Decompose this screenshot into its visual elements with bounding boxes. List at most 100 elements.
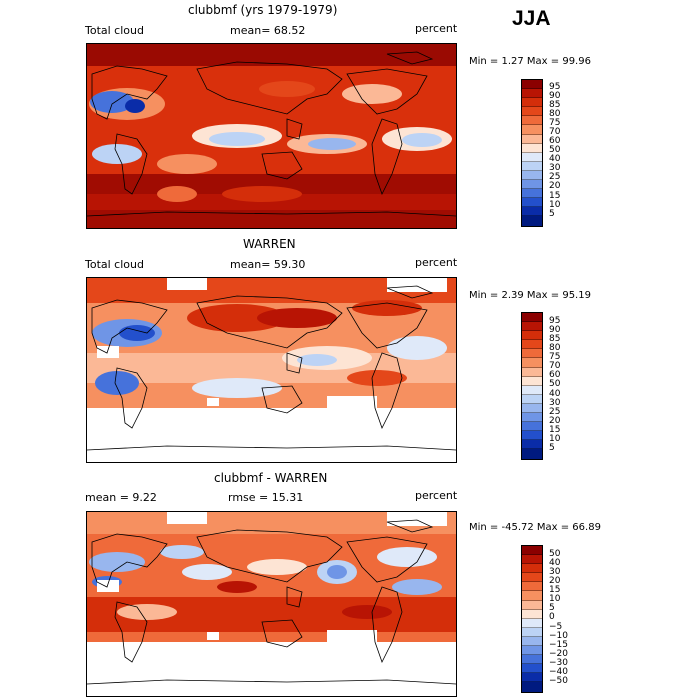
panel-1-colorbar-tick: 70 <box>549 127 561 137</box>
panel-1-colorbar-swatch <box>522 189 542 199</box>
panel-1-colorbar-swatch <box>522 80 542 90</box>
panel-3-difference-map <box>86 511 457 697</box>
panel-1-colorbar-tick: 80 <box>549 109 561 119</box>
panel-1-colorbar-tick: 75 <box>549 118 561 128</box>
panel-3-colorbar-tick: 50 <box>549 549 561 559</box>
panel-1-colorbar-tick: 90 <box>549 91 561 101</box>
panel-2-colorbar-swatch <box>522 403 542 414</box>
panel-3-colorbar-swatch <box>522 646 542 656</box>
panel-2-colorbar-tick: 20 <box>549 416 561 426</box>
panel-2-colorbar-swatch <box>522 413 542 423</box>
panel-2-colorbar-tick: 5 <box>549 443 555 453</box>
panel-1-colorbar-swatch <box>522 134 542 144</box>
panel-3-colorbar-swatch <box>522 673 542 683</box>
panel-1-colorbar-tick: 50 <box>549 145 561 155</box>
panel-1-colorbar-swatch <box>522 216 542 226</box>
panel-2-colorbar-tick: 85 <box>549 334 561 344</box>
panel-1-colorbar-swatch <box>522 207 542 217</box>
panel-3-colorbar-tick: 40 <box>549 558 561 568</box>
panel-1-colorbar-tick: 5 <box>549 209 555 219</box>
panel-1-colorbar-swatch <box>522 161 542 171</box>
panel-1-colorbar <box>521 79 543 227</box>
panel-1-colorbar-swatch <box>522 116 542 126</box>
panel-1-colorbar-swatch <box>522 107 542 117</box>
panel-3-units-label: percent <box>415 489 458 502</box>
panel-3-colorbar-tick: −10 <box>549 631 568 641</box>
panel-2-colorbar-swatch <box>522 358 542 368</box>
panel-2-colorbar-swatch <box>522 394 542 404</box>
panel-2-cloud-map <box>86 277 457 463</box>
panel-3-colorbar-tick: −40 <box>549 667 568 677</box>
panel-1-colorbar-tick: 25 <box>549 172 561 182</box>
panel-1-colorbar-swatch <box>522 180 542 190</box>
panel-1-colorbar-tick: 40 <box>549 154 561 164</box>
panel-1-colorbar-tick: 20 <box>549 181 561 191</box>
panel-3-colorbar-tick: 30 <box>549 567 561 577</box>
panel-3-colorbar-tick: 5 <box>549 603 555 613</box>
panel-2-colorbar-tick: 80 <box>549 343 561 353</box>
panel-3-colorbar-tick: −20 <box>549 649 568 659</box>
panel-3-colorbar-tick: −30 <box>549 658 568 668</box>
panel-2-colorbar-swatch <box>522 449 542 459</box>
panel-3-colorbar-swatch <box>522 655 542 665</box>
panel-1-colorbar-swatch <box>522 89 542 99</box>
panel-1-colorbar-tick: 85 <box>549 100 561 110</box>
panel-1-colorbar-swatch <box>522 125 542 135</box>
panel-1-variable-label: Total cloud <box>85 24 144 37</box>
panel-1-colorbar-tick: 60 <box>549 136 561 146</box>
panel-3-colorbar-swatch <box>522 618 542 628</box>
panel-3-colorbar-tick: −5 <box>549 622 563 632</box>
panel-2-colorbar-tick: 50 <box>549 379 561 389</box>
panel-3-colorbar-tick: −50 <box>549 676 568 686</box>
panel-2-colorbar-swatch <box>522 431 542 441</box>
panel-3-colorbar-swatch <box>522 600 542 610</box>
panel-2-colorbar-swatch <box>522 313 542 323</box>
panel-1-mean-label: mean= 68.52 <box>230 24 306 37</box>
panel-3-colorbar-swatch <box>522 564 542 574</box>
panel-3-title: clubbmf - WARREN <box>214 471 328 485</box>
panel-3-colorbar-swatch <box>522 609 542 619</box>
panel-3-min-max: Min = -45.72 Max = 66.89 <box>469 522 601 533</box>
panel-2-colorbar-tick: 95 <box>549 316 561 326</box>
panel-3-colorbar-swatch <box>522 636 542 647</box>
panel-2-colorbar-swatch <box>522 440 542 450</box>
panel-3-colorbar-swatch <box>522 627 542 637</box>
panel-2-colorbar-swatch <box>522 322 542 332</box>
panel-3-colorbar-swatch <box>522 573 542 583</box>
panel-3-colorbar-tick: 10 <box>549 594 561 604</box>
panel-1-units-label: percent <box>415 22 458 35</box>
panel-3-colorbar-swatch <box>522 591 542 601</box>
panel-3-map-svg <box>87 512 456 696</box>
panel-1-min-max: Min = 1.27 Max = 99.96 <box>469 56 591 67</box>
panel-3-colorbar-tick: 20 <box>549 576 561 586</box>
panel-3-colorbar-tick: −15 <box>549 640 568 650</box>
panel-1-colorbar-swatch <box>522 143 542 153</box>
panel-2-colorbar-swatch <box>522 340 542 350</box>
panel-1-colorbar-swatch <box>522 198 542 208</box>
panel-2-colorbar-tick: 30 <box>549 398 561 408</box>
panel-1-colorbar-swatch <box>522 98 542 108</box>
panel-2-mean-label: mean= 59.30 <box>230 258 306 271</box>
panel-3-colorbar-swatch <box>522 582 542 592</box>
panel-1-cloud-map <box>86 43 457 229</box>
panel-2-colorbar-swatch <box>522 422 542 432</box>
panel-2-colorbar-tick: 10 <box>549 434 561 444</box>
panel-1-title: clubbmf (yrs 1979-1979) <box>188 3 338 17</box>
panel-2-colorbar-tick: 15 <box>549 425 561 435</box>
panel-3-rmse-label: rmse = 15.31 <box>228 491 304 504</box>
panel-2-units-label: percent <box>415 256 458 269</box>
panel-3-colorbar-swatch <box>522 546 542 556</box>
panel-1-colorbar-tick: 15 <box>549 191 561 201</box>
panel-2-colorbar-tick: 40 <box>549 389 561 399</box>
panel-1-colorbar-tick: 95 <box>549 82 561 92</box>
panel-2-min-max: Min = 2.39 Max = 95.19 <box>469 290 591 301</box>
season-label: JJA <box>512 7 551 30</box>
panel-3-colorbar-swatch <box>522 555 542 565</box>
panel-1-colorbar-tick: 10 <box>549 200 561 210</box>
panel-1-colorbar-swatch <box>522 152 542 162</box>
panel-2-colorbar-tick: 75 <box>549 352 561 362</box>
panel-2-map-svg <box>87 278 456 462</box>
panel-2-colorbar-tick: 60 <box>549 370 561 380</box>
panel-3-colorbar-swatch <box>522 682 542 692</box>
panel-2-colorbar-tick: 25 <box>549 407 561 417</box>
